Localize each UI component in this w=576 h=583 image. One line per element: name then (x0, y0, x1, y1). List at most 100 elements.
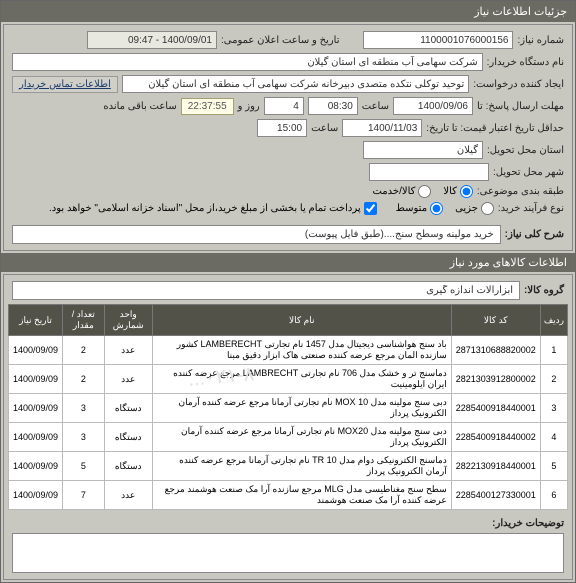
cell-n: 4 (540, 423, 567, 452)
radio-small-input[interactable] (481, 202, 494, 215)
table-row[interactable]: 52822130918440001دماسنج الکترونیکی دوام … (9, 452, 568, 481)
cell-qty: 2 (63, 336, 105, 365)
cell-n: 5 (540, 452, 567, 481)
announce-label: تاریخ و ساعت اعلان عمومی: (221, 35, 340, 46)
cell-unit: دستگاه (104, 423, 152, 452)
cell-date: 1400/09/09 (9, 365, 63, 394)
group-input[interactable] (12, 281, 520, 300)
radio-medium[interactable]: متوسط (396, 202, 443, 215)
announce-field: 1400/09/01 - 09:47 (87, 31, 217, 49)
city-field (369, 163, 489, 181)
cell-date: 1400/09/09 (9, 452, 63, 481)
payment-note: پرداخت تمام یا بخشی از مبلغ خرید،از محل … (49, 203, 361, 214)
radio-small-label: جزیی (455, 203, 478, 214)
items-panel: گروه کالا: ۰۲۱-۸... ردیف کد کالا نام کال… (3, 274, 573, 580)
days-field: 4 (264, 97, 304, 115)
desc-label: توضیحات خریدار: (492, 518, 564, 529)
validity-label: حداقل تاریخ اعتبار قیمت: تا تاریخ: (426, 123, 564, 134)
cell-date: 1400/09/09 (9, 394, 63, 423)
cell-code: 2822130918440001 (451, 452, 540, 481)
cell-unit: عدد (104, 365, 152, 394)
th-row: ردیف (540, 305, 567, 336)
cell-qty: 5 (63, 452, 105, 481)
deadline-time-field: 08:30 (308, 97, 358, 115)
days-label: روز و (238, 101, 260, 112)
cell-qty: 3 (63, 423, 105, 452)
group-label: گروه کالا: (524, 285, 564, 296)
desc-textarea[interactable] (12, 533, 564, 573)
time-label-1: ساعت (362, 101, 389, 112)
th-name: نام کالا (152, 305, 451, 336)
cell-code: 2285400127330001 (451, 481, 540, 510)
summary-label: شرح کلی نیاز: (505, 229, 564, 240)
th-qty: تعداد / مقدار (63, 305, 105, 336)
cell-name: دماسنج الکترونیکی دوام مدل TR 10 نام تجا… (152, 452, 451, 481)
radio-good-input[interactable] (460, 185, 473, 198)
cell-date: 1400/09/09 (9, 481, 63, 510)
cell-n: 1 (540, 336, 567, 365)
cell-date: 1400/09/09 (9, 336, 63, 365)
need-number-field: 1100001076000156 (363, 31, 513, 49)
province-field: گیلان (363, 141, 483, 159)
contact-button[interactable]: اطلاعات تماس خریدار (12, 76, 118, 93)
cell-qty: 2 (63, 365, 105, 394)
city-label: شهر محل تحویل: (493, 167, 564, 178)
org-name-field: شرکت سهامی آب منطقه ای استان گیلان (12, 53, 483, 71)
org-name-label: نام دستگاه خریدار: (487, 57, 564, 68)
details-panel: شماره نیاز: 1100001076000156 تاریخ و ساع… (3, 24, 573, 251)
cell-name: دبی سنج مولینه مدل MOX20 نام تجارتی آرما… (152, 423, 451, 452)
cell-code: 2871310688820002 (451, 336, 540, 365)
deadline-label: مهلت ارسال پاسخ: تا (477, 101, 564, 112)
cell-n: 2 (540, 365, 567, 394)
province-label: استان محل تحویل: (487, 145, 564, 156)
radio-small[interactable]: جزیی (455, 202, 494, 215)
radio-good[interactable]: کالا (443, 185, 473, 198)
th-unit: واحد شمارش (104, 305, 152, 336)
cell-unit: دستگاه (104, 452, 152, 481)
cell-unit: عدد (104, 481, 152, 510)
cell-name: دماسنج تر و خشک مدل 706 نام تجارتی LAMBR… (152, 365, 451, 394)
cell-qty: 3 (63, 394, 105, 423)
cell-unit: عدد (104, 336, 152, 365)
cell-unit: دستگاه (104, 394, 152, 423)
cell-code: 2821303912800002 (451, 365, 540, 394)
radio-service[interactable]: کالا/خدمت (372, 185, 431, 198)
cell-n: 3 (540, 394, 567, 423)
cell-name: سطح سنج مغناطیسی مدل MLG مرجع سازنده آرا… (152, 481, 451, 510)
cell-date: 1400/09/09 (9, 423, 63, 452)
need-number-label: شماره نیاز: (517, 35, 564, 46)
table-row[interactable]: 22821303912800002دماسنج تر و خشک مدل 706… (9, 365, 568, 394)
validity-time-field: 15:00 (257, 119, 307, 137)
process-label: نوع فرآیند خرید: (498, 203, 564, 214)
cell-name: باد سنج هواشناسی دیجیتال مدل 1457 نام تج… (152, 336, 451, 365)
cell-code: 2285400918440002 (451, 423, 540, 452)
table-row[interactable]: 42285400918440002دبی سنج مولینه مدل MOX2… (9, 423, 568, 452)
th-date: تاریخ نیاز (9, 305, 63, 336)
remaining-label: ساعت باقی مانده (103, 101, 176, 112)
cell-code: 2285400918440001 (451, 394, 540, 423)
cell-n: 6 (540, 481, 567, 510)
radio-medium-input[interactable] (430, 202, 443, 215)
deadline-date-field: 1400/09/06 (393, 97, 473, 115)
panel-header: جزئیات اطلاعات نیاز (1, 1, 575, 22)
radio-medium-label: متوسط (396, 203, 427, 214)
time-label-2: ساعت (311, 123, 338, 134)
radio-service-label: کالا/خدمت (372, 186, 415, 197)
cell-name: دبی سنج مولینه مدل MOX 10 نام تجارتی آرم… (152, 394, 451, 423)
radio-good-label: کالا (443, 186, 457, 197)
validity-date-field: 1400/11/03 (342, 119, 422, 137)
payment-checkbox[interactable]: پرداخت تمام یا بخشی از مبلغ خرید،از محل … (49, 202, 377, 215)
payment-checkbox-input[interactable] (364, 202, 377, 215)
radio-service-input[interactable] (418, 185, 431, 198)
table-row[interactable]: 12871310688820002باد سنج هواشناسی دیجیتا… (9, 336, 568, 365)
cell-qty: 7 (63, 481, 105, 510)
summary-input[interactable] (12, 225, 501, 244)
requester-field: توحید توکلی نتکده متصدی دبیرخانه شرکت سه… (122, 75, 469, 93)
table-row[interactable]: 62285400127330001سطح سنج مغناطیسی مدل ML… (9, 481, 568, 510)
items-section-header: اطلاعات کالاهای مورد نیاز (1, 253, 575, 272)
th-code: کد کالا (451, 305, 540, 336)
category-label: طبقه بندی موضوعی: (477, 186, 564, 197)
requester-label: ایجاد کننده درخواست: (473, 79, 564, 90)
items-table: ردیف کد کالا نام کالا واحد شمارش تعداد /… (8, 304, 568, 510)
table-row[interactable]: 32285400918440001دبی سنج مولینه مدل MOX … (9, 394, 568, 423)
